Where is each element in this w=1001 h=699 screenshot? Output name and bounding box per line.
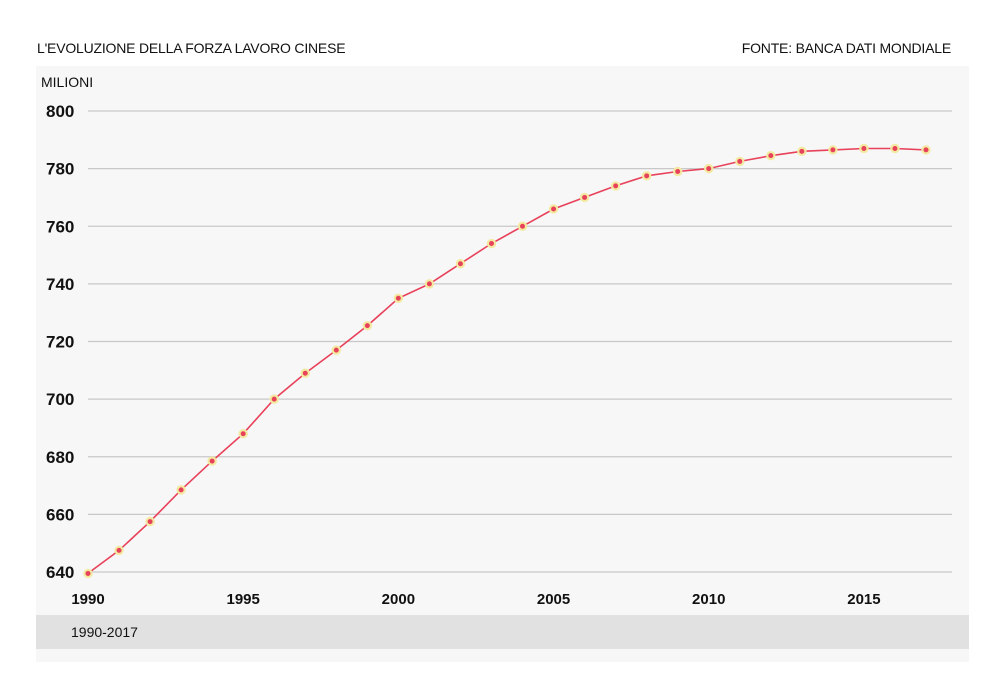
data-point-2002: [455, 259, 466, 269]
data-point-2014: [828, 145, 838, 155]
x-tick-label: 2015: [847, 591, 880, 608]
data-point-1999: [362, 320, 373, 331]
footer-band: [36, 615, 969, 649]
data-point-2010: [704, 163, 714, 174]
data-point-1997: [300, 368, 310, 378]
data-point-2011: [735, 156, 745, 167]
data-point-1994: [207, 456, 217, 466]
chart-source: FONTE: BANCA DATI MONDIALE: [741, 40, 951, 56]
data-point-2016: [890, 143, 900, 154]
data-point-2015: [859, 143, 869, 154]
data-point-1998: [331, 345, 341, 355]
y-tick-label: 680: [46, 448, 74, 467]
data-point-1993: [176, 485, 186, 495]
data-point-2007: [610, 181, 621, 191]
data-point-1991: [114, 545, 124, 556]
data-point-2000: [393, 293, 404, 303]
y-tick-label: 700: [46, 390, 74, 409]
data-point-2013: [797, 146, 807, 157]
data-point-2005: [548, 204, 559, 214]
data-point-1992: [145, 516, 155, 527]
footer-range-label: 1990-2017: [71, 624, 138, 640]
y-tick-label: 740: [46, 275, 74, 294]
x-tick-label: 1990: [71, 591, 104, 608]
data-point-2006: [579, 192, 590, 203]
y-tick-label: 780: [46, 160, 74, 179]
y-tick-label: 760: [46, 217, 74, 236]
chart-panel: [36, 66, 969, 662]
y-tick-label: 640: [46, 563, 74, 582]
x-tick-label: 2000: [382, 591, 415, 608]
data-point-2003: [486, 238, 497, 249]
chart-title: L'EVOLUZIONE DELLA FORZA LAVORO CINESE: [37, 40, 346, 56]
y-tick-label: 660: [46, 505, 74, 524]
data-point-2004: [517, 221, 528, 231]
data-point-1990: [83, 568, 93, 579]
data-point-2012: [766, 150, 776, 161]
y-tick-label: 800: [46, 102, 74, 121]
series-line: [87, 147, 927, 575]
x-tick-label: 2005: [537, 591, 570, 608]
data-point-2017: [921, 145, 931, 155]
x-tick-label: 1995: [226, 591, 259, 608]
y-tick-label: 720: [46, 333, 74, 352]
y-axis-unit-label: MILIONI: [41, 74, 94, 90]
data-point-2001: [424, 279, 435, 289]
data-point-2009: [673, 166, 683, 177]
data-point-2008: [641, 171, 652, 181]
data-point-1995: [238, 429, 248, 439]
x-tick-label: 2010: [692, 591, 725, 608]
data-point-1996: [269, 394, 279, 404]
